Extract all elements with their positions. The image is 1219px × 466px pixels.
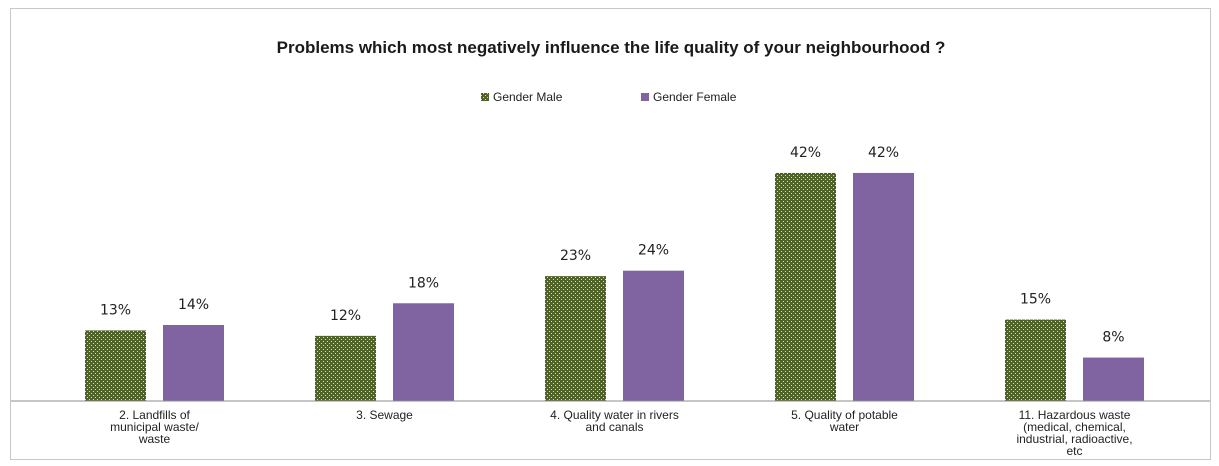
data-label-female-1: 14% [178,297,209,313]
chart-frame: Problems which most negatively influence… [10,8,1211,460]
legend-swatch-female [641,93,649,101]
category-label-5: 11. Hazardous waste (medical, chemical, in… [1016,408,1132,458]
legend: Gender Male Gender Female [481,90,737,104]
bar-male-1 [85,330,146,401]
data-label-male-4: 42% [790,145,821,161]
category-label-2: 3. Sewage [356,408,413,422]
bar-female-1 [163,324,224,401]
data-label-female-4: 42% [868,145,899,161]
bars-group: 13% 14% 12% 18% 23% 24% 42% 42% 15% 8% [85,145,1144,401]
bar-male-5 [1005,319,1066,401]
legend-label-male: Gender Male [493,90,563,104]
x-axis-tick-labels: 2. Landfills of municipal waste/waste 3. S… [110,408,1132,458]
data-label-male-5: 15% [1020,292,1051,308]
category-label-4: 5. Quality of potable water [791,408,898,434]
data-label-female-5: 8% [1102,330,1124,346]
data-label-male-3: 23% [560,248,591,264]
data-label-male-2: 12% [330,308,361,324]
data-label-male-1: 13% [100,302,131,318]
bar-female-5 [1083,357,1144,401]
bar-male-3 [545,276,606,401]
chart-title: Problems which most negatively influence… [277,38,946,57]
category-label-1: 2. Landfills of municipal waste/waste [110,408,199,446]
legend-swatch-male [481,93,489,101]
bar-female-2 [393,303,454,401]
bar-female-3 [623,270,684,401]
data-label-female-2: 18% [408,275,439,291]
bar-male-2 [315,335,376,401]
legend-label-female: Gender Female [653,90,737,104]
bar-female-4 [853,172,914,401]
data-label-female-3: 24% [638,243,669,259]
bar-male-4 [775,172,836,401]
category-label-3: 4. Quality water in rivers and canals [550,408,679,434]
bar-chart: Problems which most negatively influence… [11,38,1210,458]
